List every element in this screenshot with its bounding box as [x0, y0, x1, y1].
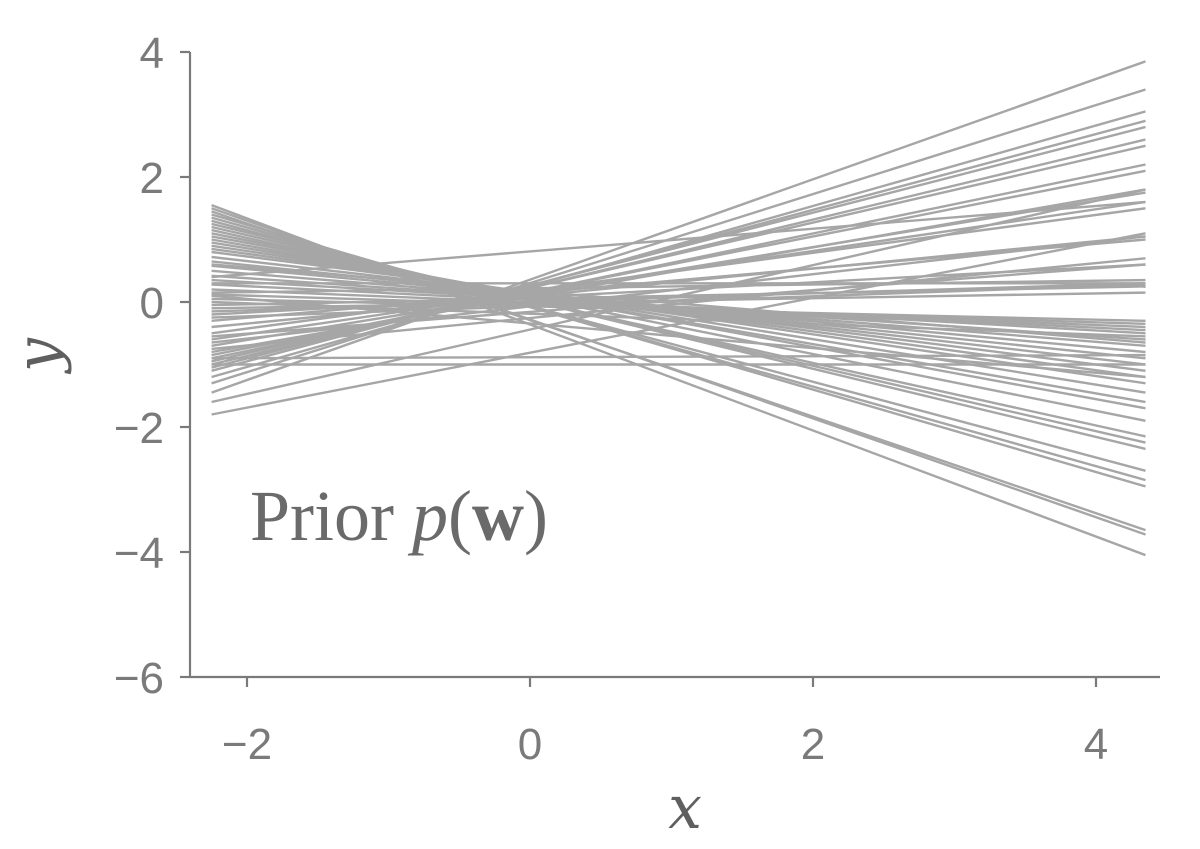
- sample-line-14: [211, 244, 1146, 385]
- sample-line-57: [211, 263, 1146, 344]
- annotation-close-paren: ): [524, 476, 548, 556]
- y-tick-label-4: −4: [114, 529, 164, 578]
- sample-line-38: [211, 191, 1146, 347]
- x-axis-label: x: [668, 773, 702, 843]
- prior-annotation: Prior p(w): [250, 476, 548, 556]
- series-lines: [211, 60, 1146, 557]
- y-tick-label-5: −6: [114, 654, 164, 703]
- sample-line-45: [211, 119, 1146, 372]
- sample-line-59: [211, 200, 1146, 279]
- y-tick-label-0: 4: [140, 29, 164, 78]
- y-axis-label: y: [3, 337, 73, 375]
- axes: [188, 52, 1160, 679]
- y-tick-label-2: 0: [140, 279, 164, 328]
- sample-line-8: [211, 225, 1146, 444]
- sample-line-58: [211, 235, 1146, 344]
- x-tick-label-0: −2: [222, 720, 272, 769]
- x-tick-label-1: 0: [518, 720, 542, 769]
- sample-line-44: [211, 125, 1146, 369]
- annotation-bold-w: w: [472, 476, 524, 556]
- sample-line-56: [211, 285, 1146, 307]
- sample-line-53: [211, 353, 1146, 360]
- sample-line-48: [211, 60, 1146, 394]
- x-tick-label-3: 4: [1084, 720, 1108, 769]
- annotation-open-paren: (: [448, 476, 472, 556]
- y-tick-label-3: −2: [114, 404, 164, 453]
- annotation-variable: p: [407, 476, 448, 556]
- sample-line-4: [211, 213, 1146, 488]
- ticks: −2 0 2 4 4 2 0 −2 −4 −6: [114, 29, 1108, 769]
- sample-line-50: [211, 232, 1146, 416]
- y-tick-label-1: 2: [140, 154, 164, 203]
- x-tick-label-2: 2: [801, 720, 825, 769]
- annotation-prefix: Prior: [250, 476, 412, 556]
